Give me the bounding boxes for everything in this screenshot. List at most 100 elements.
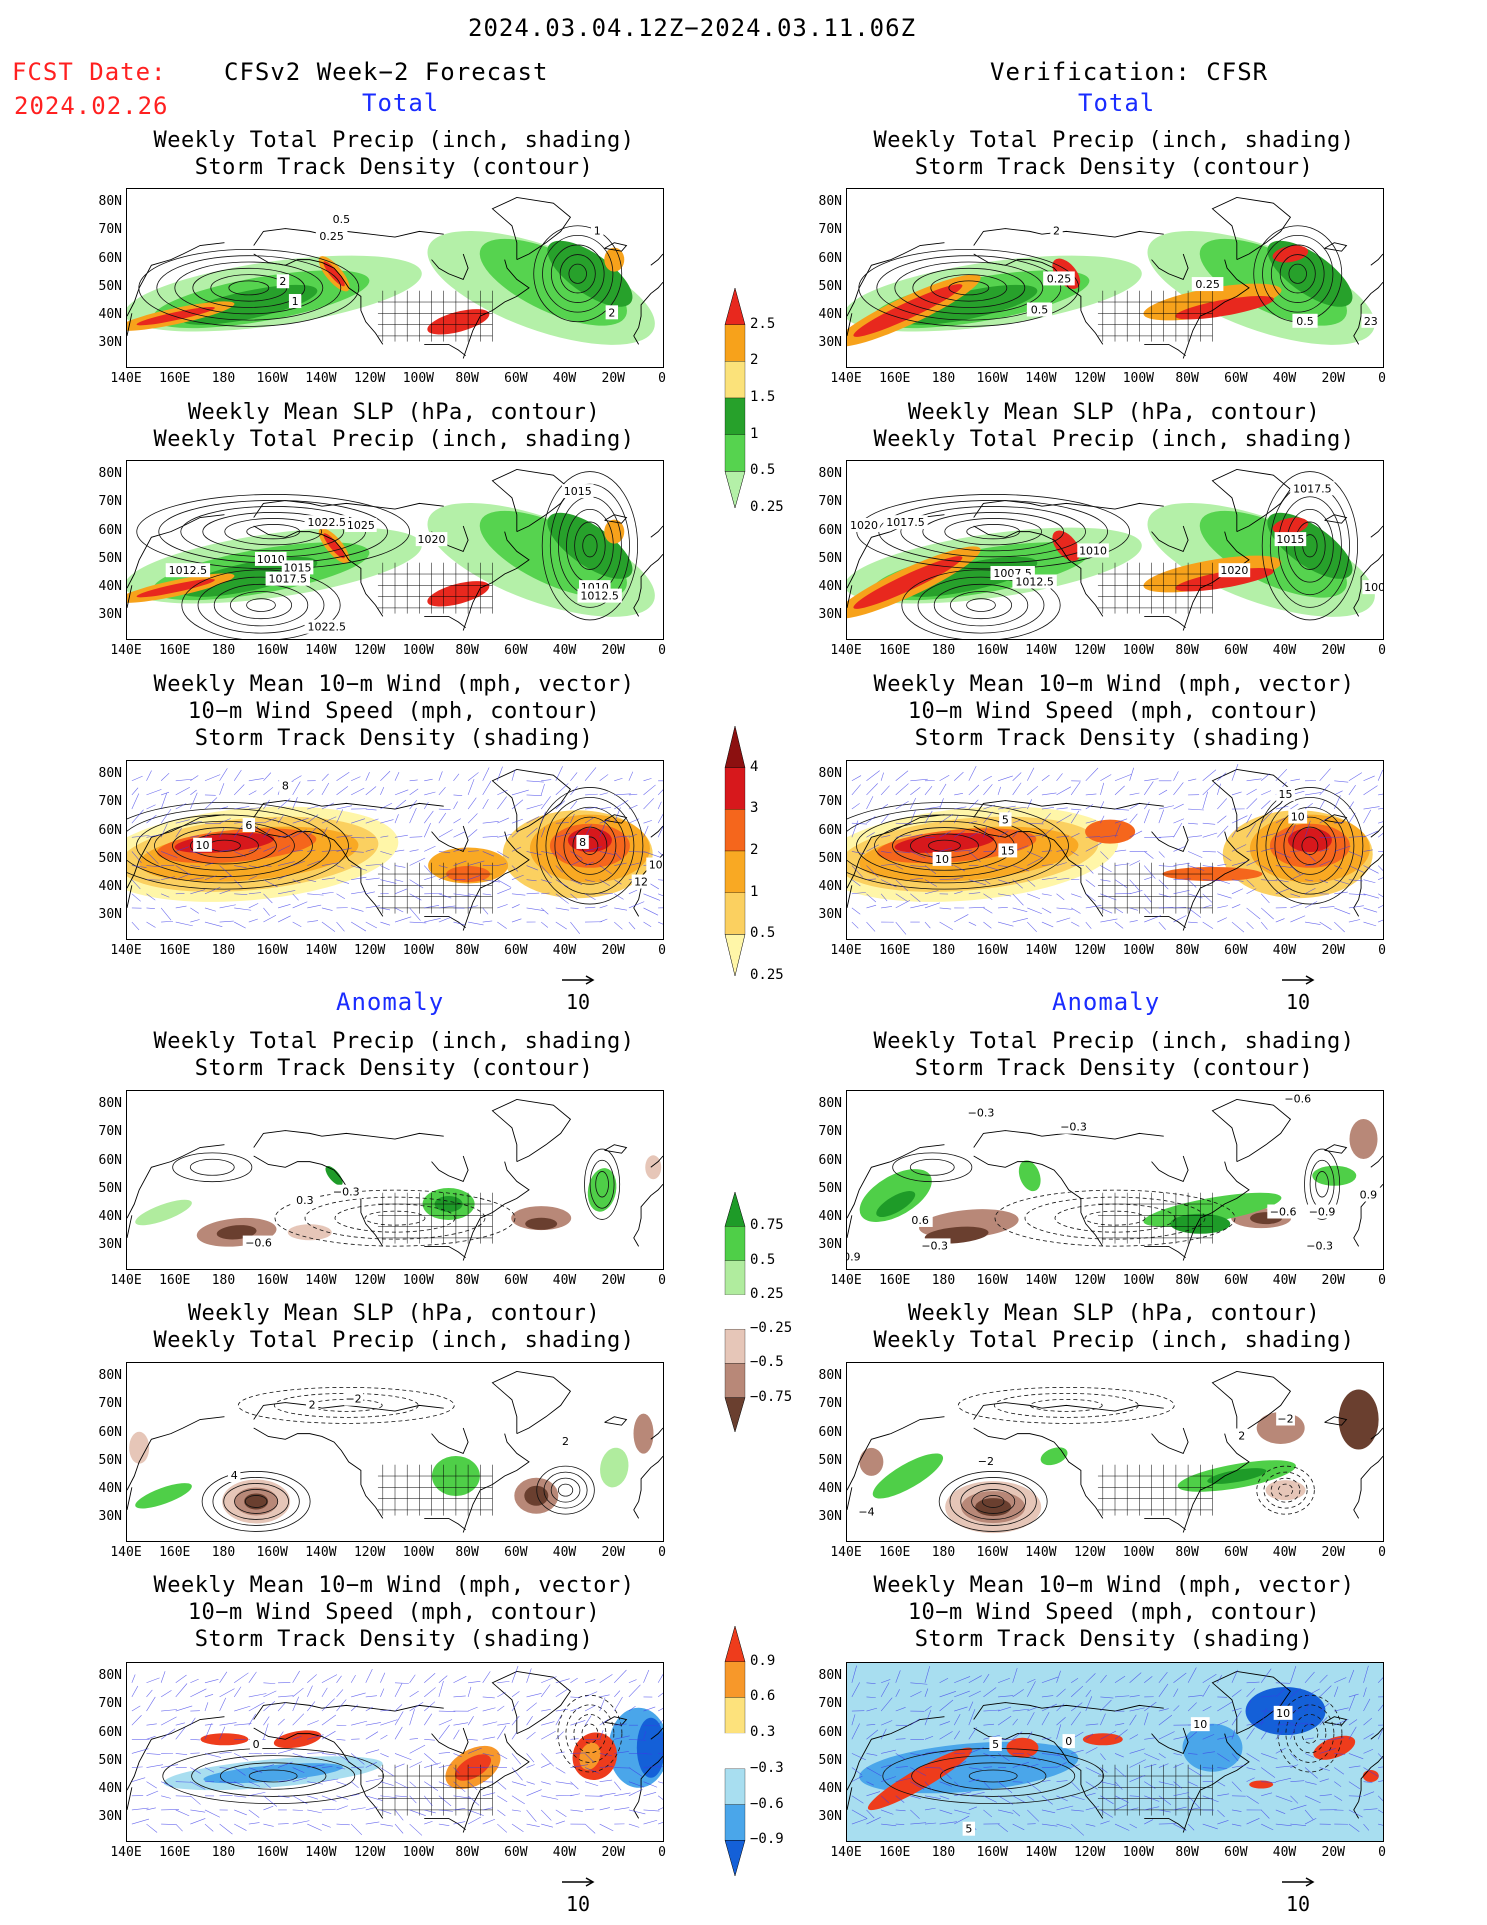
anom-dry <box>1349 1119 1378 1160</box>
lon-tick-label: 40W <box>552 1845 577 1860</box>
contour-label: 1017.5 <box>265 571 310 586</box>
colorbar-tick-label: 0.25 <box>750 967 784 983</box>
contour-label: 1015 <box>281 560 314 575</box>
lon-tick-label: 60W <box>504 643 528 658</box>
lon-tick-label: 100W <box>402 1845 435 1860</box>
contour-label: 0.6 <box>907 1212 933 1227</box>
map-verification-precip-anomaly: −0.3 −0.3 −0.6 0.6 −0.3 −0.6 −0.9 0.9 −0.3 0.9 <box>846 1090 1384 1270</box>
lon-tick-label: 60W <box>1224 1545 1248 1560</box>
precip-max <box>604 247 625 272</box>
lon-tick-label: 60W <box>504 1545 528 1560</box>
lat-tick-label: 40N <box>818 1481 842 1497</box>
lat-tick-label: 70N <box>98 494 122 510</box>
contour-label: 5 <box>999 812 1012 827</box>
lon-tick-label: 20W <box>1321 943 1345 958</box>
contour-label: 0.5 <box>1292 313 1318 328</box>
lat-tick-label: 60N <box>818 1424 842 1440</box>
lon-tick-label: 60W <box>1224 1845 1248 1860</box>
svg-text:0.3: 0.3 <box>296 1194 314 1207</box>
colorbar-segment <box>724 1260 746 1296</box>
contour-label: 2 <box>305 1397 319 1412</box>
lat-tick-label: 40N <box>98 307 122 323</box>
contour-label: −2 <box>344 1391 363 1406</box>
lat-tick-label: 60N <box>818 522 842 538</box>
state-borders <box>1097 1464 1213 1516</box>
contour-label: −0.3 <box>1057 1119 1090 1134</box>
lon-tick-label: 140W <box>305 1545 337 1560</box>
lon-tick-label: 40W <box>1272 643 1297 658</box>
lat-tick-label: 70N <box>818 222 842 238</box>
lon-tick-label: 160W <box>256 643 288 658</box>
svg-text:1010: 1010 <box>257 553 285 566</box>
colorbar-segment <box>724 892 746 935</box>
contour-label: 15 <box>998 843 1018 858</box>
lon-tick-label: 120W <box>1073 1273 1106 1288</box>
lon-tick-label: 180 <box>931 643 956 658</box>
lon-tick-label: 60W <box>1224 371 1248 386</box>
contour-label: 1 <box>288 294 302 309</box>
lat-tick-label: 60N <box>98 1152 122 1168</box>
lat-tick-label: 40N <box>98 1481 122 1497</box>
svg-text:1017.5: 1017.5 <box>269 573 308 586</box>
contour-label: −4 <box>857 1504 876 1519</box>
contour-label: 1010 <box>254 551 287 566</box>
lat-tick-label: 30N <box>98 907 122 923</box>
colorbar-tick-label: 1 <box>750 425 759 442</box>
lon-tick-label: 140W <box>1025 643 1057 658</box>
contour-label: 0.25 <box>315 229 348 244</box>
left-anomaly-label: Anomaly <box>336 988 445 1016</box>
lat-tick-label: 60N <box>98 250 122 266</box>
lon-tick-label: 180 <box>211 371 236 386</box>
lat-tick-label: 40N <box>98 1781 122 1797</box>
anom-wet <box>325 1166 343 1186</box>
lon-tick-label: 40W <box>1272 371 1297 386</box>
lon-tick-label: 0 <box>1378 943 1386 958</box>
svg-text:0.25: 0.25 <box>1047 272 1072 285</box>
lon-tick-label: 160E <box>879 371 911 386</box>
lat-tick-label: 80N <box>818 1668 842 1684</box>
lon-tick-label: 100W <box>402 943 435 958</box>
svg-text:1010: 1010 <box>1079 544 1107 557</box>
lat-tick-label: 70N <box>98 1124 122 1140</box>
map-verification-precip-total: 2 0.25 0.5 0.25 0.5 23 <box>846 188 1384 368</box>
lat-tick-label: 30N <box>818 1809 842 1825</box>
colorbar-segment <box>724 1697 746 1734</box>
svg-text:1017.5: 1017.5 <box>1293 482 1332 495</box>
storm-anom-contours <box>172 1152 253 1183</box>
lon-tick-label: 60W <box>1224 943 1248 958</box>
lat-tick-label: 70N <box>818 1124 842 1140</box>
lon-tick-label: 140E <box>110 371 142 386</box>
lon-tick-label: 160E <box>159 371 191 386</box>
svg-text:15: 15 <box>1001 844 1015 857</box>
lon-tick-label: 80W <box>1175 643 1199 658</box>
arrow-right-icon <box>1282 975 1315 985</box>
colorbar-tick-label: 3 <box>750 800 759 817</box>
panel-title-l3: Weekly Mean 10−m Wind (mph, vector) 10−m … <box>153 672 635 751</box>
state-borders <box>1097 290 1213 342</box>
lon-tick-label: 0 <box>1378 1545 1386 1560</box>
lat-tick-label: 50N <box>98 1180 122 1196</box>
colorbar-precip-total <box>722 268 748 532</box>
colorbar-tick-label: 0.25 <box>750 1285 784 1302</box>
lat-tick-label: 80N <box>98 1096 122 1112</box>
colorbar-segment <box>724 1328 746 1364</box>
lon-tick-label: 160E <box>879 1273 911 1288</box>
lon-tick-label: 120W <box>1073 943 1106 958</box>
panel-title-l5: Weekly Mean SLP (hPa, contour) Weekly Tot… <box>153 1301 635 1353</box>
colorbar-segment <box>724 1768 746 1805</box>
lat-tick-label: 30N <box>818 1509 842 1525</box>
storm-track-contours <box>858 248 1080 327</box>
contour-label: −0.3 <box>918 1238 951 1253</box>
contour-label: 12 <box>631 874 651 889</box>
colorbar-segment <box>724 934 746 977</box>
lon-tick-label: 20W <box>1321 1845 1345 1860</box>
lon-tick-label: 60W <box>504 371 528 386</box>
precip-max <box>323 533 345 559</box>
anom-wet <box>135 1483 192 1509</box>
lon-tick-label: 140W <box>1025 1845 1057 1860</box>
lat-tick-label: 80N <box>818 766 842 782</box>
lon-tick-label: 160W <box>256 1545 288 1560</box>
svg-text:0.25: 0.25 <box>1195 278 1220 291</box>
map-forecast-wind-anomaly: 0 <box>126 1662 664 1842</box>
lon-tick-label: 160E <box>159 1545 191 1560</box>
